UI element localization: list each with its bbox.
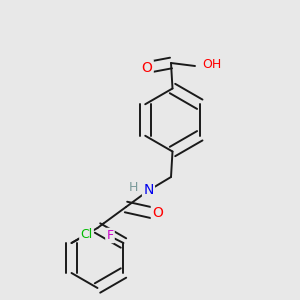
Text: O: O bbox=[152, 206, 163, 220]
Text: Cl: Cl bbox=[80, 227, 93, 241]
Text: F: F bbox=[106, 229, 113, 242]
Text: N: N bbox=[143, 184, 154, 197]
Text: O: O bbox=[142, 61, 152, 74]
Text: OH: OH bbox=[202, 58, 222, 71]
Text: H: H bbox=[129, 181, 138, 194]
